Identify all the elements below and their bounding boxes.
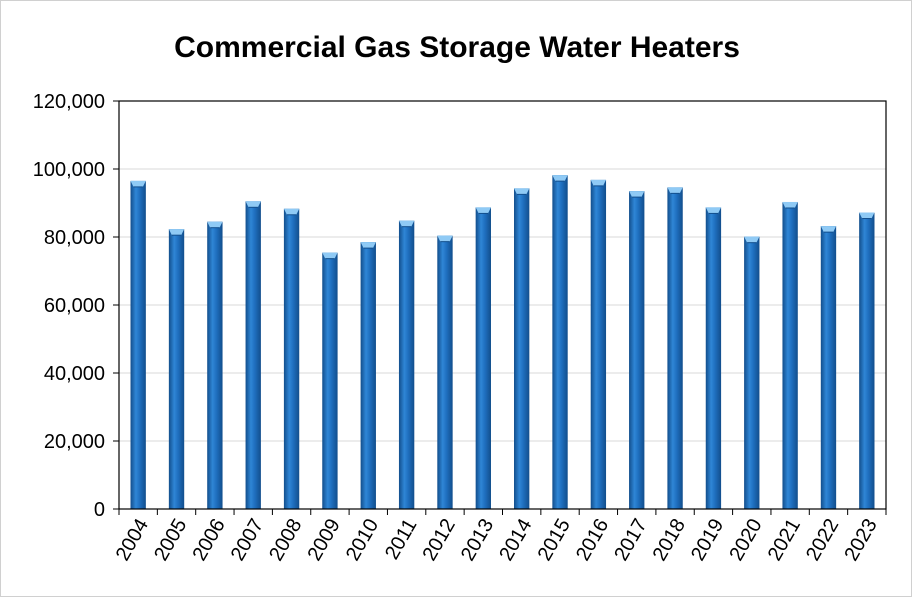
x-tick-label: 2009	[304, 515, 345, 565]
bar-cap	[590, 179, 607, 186]
bar-body	[744, 236, 760, 509]
bar-cap	[667, 187, 683, 194]
bar	[859, 212, 875, 509]
x-tick-label: 2004	[112, 515, 153, 565]
y-axis-tick-labels: 0 20,000 40,000 60,000 80,000 100,000 120,000	[33, 91, 105, 521]
x-tick-label: 2005	[150, 515, 191, 565]
bar-body	[705, 207, 722, 510]
x-tick-label: 2018	[649, 515, 690, 565]
bar	[322, 252, 338, 509]
y-tick-label: 80,000	[44, 227, 105, 249]
bar	[552, 175, 568, 509]
x-tick-label: 2023	[840, 515, 881, 565]
x-tick-label: 2021	[764, 515, 805, 565]
x-tick-label: 2017	[610, 515, 651, 565]
axes	[113, 100, 887, 515]
bar	[590, 179, 607, 509]
bar-cap	[629, 191, 645, 198]
gridlines	[119, 100, 886, 442]
bar	[782, 201, 798, 510]
bar-body	[820, 226, 837, 509]
y-tick-label: 120,000	[33, 91, 105, 113]
bar-body	[782, 201, 798, 510]
x-tick-label: 2012	[419, 515, 460, 565]
bar	[283, 208, 300, 509]
bar	[360, 242, 376, 509]
bar	[475, 207, 491, 510]
bar-cap	[859, 212, 875, 219]
y-tick-label: 60,000	[44, 295, 105, 317]
y-tick-label: 0	[94, 499, 105, 521]
x-tick-label: 2019	[687, 515, 728, 565]
x-axis-tick-labels: 2004200520062007200820092010201120122013…	[112, 515, 882, 565]
bar-cap	[207, 221, 223, 228]
bar-cap	[475, 207, 491, 214]
bar	[820, 226, 837, 509]
y-tick-label: 20,000	[44, 431, 105, 453]
bar-body	[552, 175, 568, 509]
bar-cap	[705, 207, 722, 214]
bar-body	[130, 180, 146, 509]
bar-cap	[283, 208, 300, 215]
bar-body	[322, 252, 338, 509]
x-tick-label: 2008	[265, 515, 306, 565]
bar	[437, 235, 453, 509]
x-tick-label: 2010	[342, 515, 383, 565]
bar-cap	[322, 252, 338, 259]
bar-body	[360, 242, 376, 509]
x-tick-label: 2015	[534, 515, 575, 565]
bars	[130, 175, 875, 510]
bar-cap	[782, 201, 798, 208]
bar	[705, 207, 722, 510]
bar	[398, 220, 415, 509]
bar-body	[245, 201, 261, 510]
bar-cap	[360, 242, 376, 249]
bar	[130, 180, 146, 509]
bar-body	[514, 188, 530, 509]
bar	[245, 201, 261, 510]
bar-cap	[552, 175, 568, 182]
bar-body	[590, 179, 607, 509]
x-tick-label: 2011	[381, 515, 422, 563]
bar	[667, 187, 683, 510]
bar	[514, 188, 530, 509]
bar-cap	[398, 220, 415, 227]
bar-cap	[130, 180, 146, 187]
y-tick-label: 100,000	[33, 159, 105, 181]
chart-title: Commercial Gas Storage Water Heaters	[174, 31, 740, 64]
bar-cap	[744, 236, 760, 243]
bar-body	[168, 229, 185, 509]
x-tick-label: 2016	[572, 515, 613, 565]
bar-body	[629, 191, 645, 509]
bar-body	[475, 207, 491, 510]
bar	[744, 236, 760, 509]
bar-cap	[514, 188, 530, 195]
bar	[207, 221, 223, 509]
bar-cap	[168, 229, 185, 236]
x-tick-label: 2007	[227, 515, 268, 565]
bar-body	[398, 220, 415, 509]
bar-cap	[245, 201, 261, 208]
bar-body	[859, 212, 875, 509]
x-tick-label: 2022	[802, 515, 843, 565]
bar-body	[667, 187, 683, 510]
bar-body	[283, 208, 300, 509]
bar	[168, 229, 185, 509]
bar	[629, 191, 645, 509]
bar-body	[437, 235, 453, 509]
y-tick-label: 40,000	[44, 363, 105, 385]
bar-body	[207, 221, 223, 509]
x-tick-label: 2013	[457, 515, 498, 565]
bar-cap	[820, 226, 837, 233]
bar-cap	[437, 235, 453, 242]
x-tick-label: 2020	[725, 515, 766, 565]
x-tick-label: 2014	[495, 515, 536, 565]
x-tick-label: 2006	[188, 515, 229, 565]
